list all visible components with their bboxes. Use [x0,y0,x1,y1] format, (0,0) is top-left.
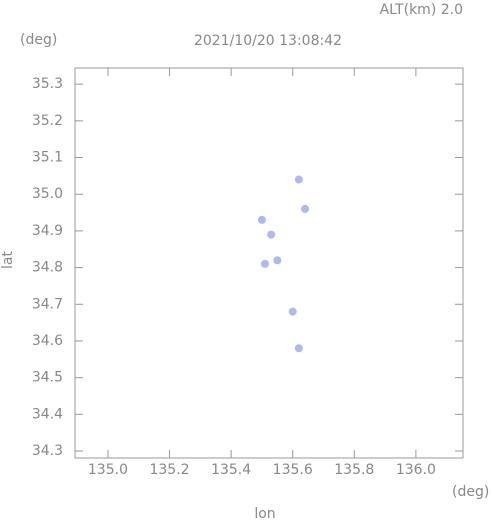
plot-frame [74,67,464,459]
echo-point [294,175,303,184]
x-tick-label: 135.4 [211,462,251,478]
y-tick-label: 35.1 [32,150,63,166]
echo-point [288,307,297,316]
y-tick-label: 35.0 [32,186,63,202]
x-axis-label: lon [254,506,275,521]
y-tick-label: 34.7 [32,296,63,312]
x-tick-label: 135.2 [149,462,189,478]
echo-point [301,204,310,213]
echo-point [294,344,303,353]
y-unit: (deg) [20,32,57,48]
chart-title: 2021/10/20 13:08:42 [194,33,342,49]
echo-point [273,256,282,265]
echo-point [260,259,269,268]
x-tick-label: 135.8 [334,462,374,478]
x-tick-label: 136.0 [396,462,436,478]
x-unit: (deg) [452,484,489,500]
y-tick-label: 35.2 [32,113,63,129]
y-tick-label: 34.9 [32,223,63,239]
y-axis-label: lat [0,251,16,269]
x-tick-label: 135.0 [88,462,128,478]
y-tick-label: 34.6 [32,333,63,349]
y-tick-label: 34.8 [32,260,63,276]
y-tick-label: 34.3 [32,443,63,459]
y-tick-label: 34.4 [32,406,63,422]
echo-point [257,215,266,224]
y-tick-label: 35.3 [32,76,63,92]
subtitle: ALT(km) 2.0 [380,2,463,18]
x-tick-label: 135.6 [273,462,313,478]
echo-point [267,230,276,239]
y-tick-label: 34.5 [32,370,63,386]
